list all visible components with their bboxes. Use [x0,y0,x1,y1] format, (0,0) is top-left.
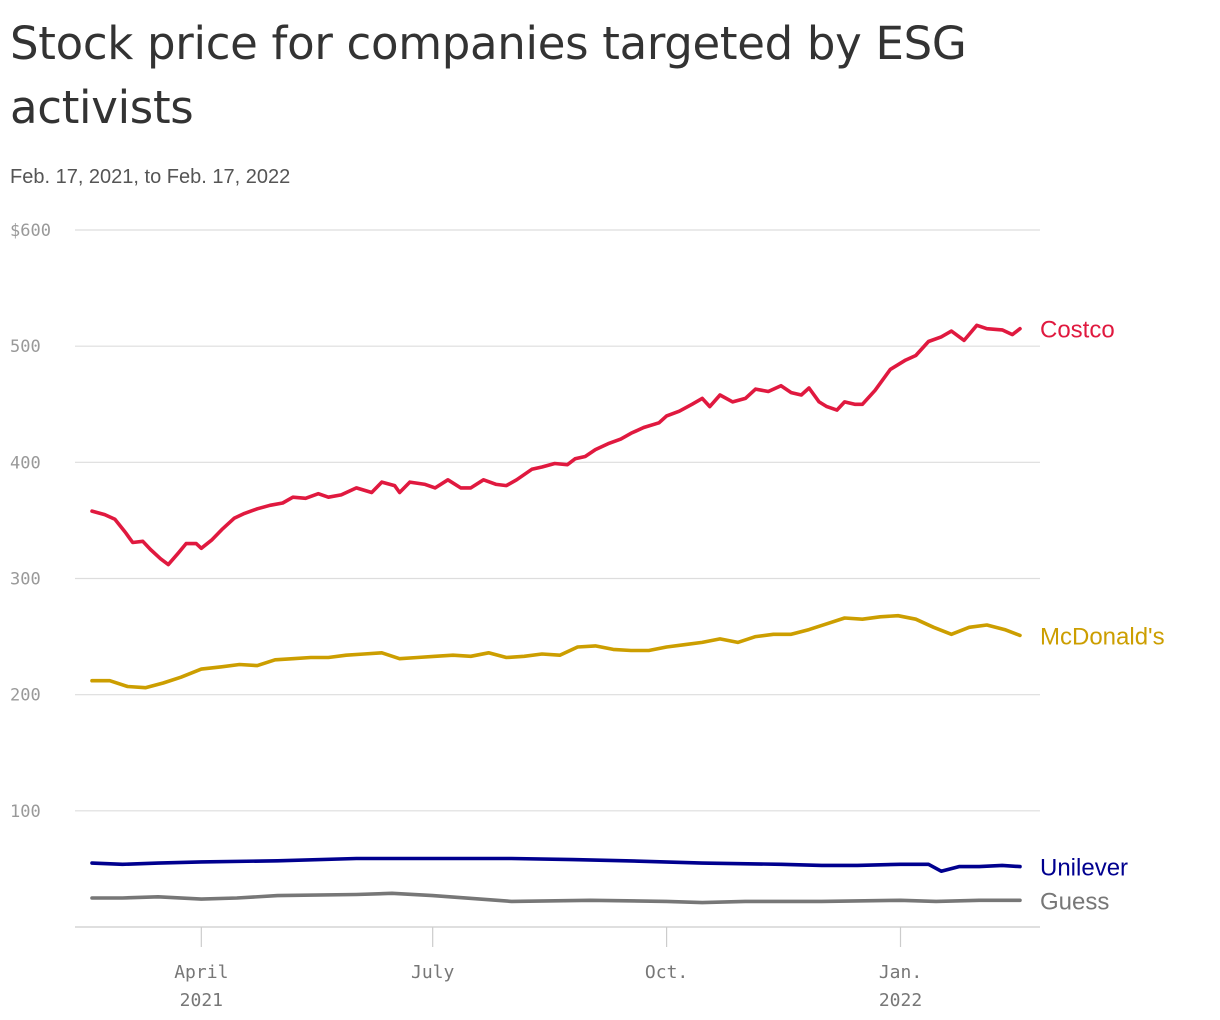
y-tick-label: 100 [10,802,41,822]
series-label-guess: Guess [1040,888,1109,915]
y-tick-label: 400 [10,453,41,473]
x-tick-year-label: 2021 [180,990,223,1011]
y-axis: $600 500 400 300 200 100 [10,221,51,822]
chart-subtitle: Feb. 17, 2021, to Feb. 17, 2022 [10,166,291,188]
series-line-guess [90,891,1022,905]
x-tick-year-label: 2022 [879,990,922,1011]
series-line-mcdonalds [90,613,1022,690]
x-axis: April 2021 July Oct. Jan. 2022 [75,926,1040,1011]
x-tick-label: April [174,962,228,983]
series-label-mcdonalds: McDonald's [1040,623,1165,650]
x-tick-label: July [411,962,455,983]
y-tick-label: 300 [10,570,41,590]
y-tick-label: 200 [10,686,41,706]
chart-title: Stock price for companies targeted by ES… [10,17,967,134]
x-tick-label: Jan. [879,962,922,983]
series-line-unilever [90,856,1022,873]
series-lines [90,323,1022,905]
series-label-unilever: Unilever [1040,855,1128,882]
series-labels: Costco McDonald's Unilever Guess [1040,317,1165,916]
gridlines [75,229,1040,812]
y-tick-label: $600 [10,221,51,241]
x-tick-label: Oct. [645,962,688,983]
series-label-costco: Costco [1040,317,1115,344]
series-line-costco [90,323,1022,567]
y-tick-label: 500 [10,337,41,357]
